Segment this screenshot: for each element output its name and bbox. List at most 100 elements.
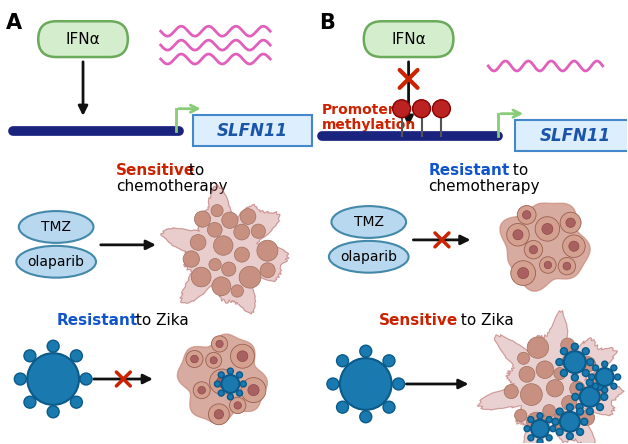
Circle shape	[413, 100, 430, 118]
Circle shape	[337, 355, 349, 367]
FancyBboxPatch shape	[38, 21, 128, 57]
Circle shape	[251, 224, 266, 238]
Circle shape	[563, 262, 571, 270]
Circle shape	[210, 357, 217, 364]
Circle shape	[528, 416, 534, 423]
Circle shape	[582, 369, 589, 377]
Circle shape	[216, 340, 223, 348]
Circle shape	[572, 393, 579, 400]
Circle shape	[615, 374, 620, 380]
Circle shape	[70, 396, 82, 408]
Circle shape	[558, 258, 576, 275]
Circle shape	[237, 351, 248, 361]
Circle shape	[383, 401, 395, 413]
Circle shape	[561, 396, 577, 411]
Circle shape	[24, 350, 36, 362]
Circle shape	[237, 372, 242, 378]
Text: to Zika: to Zika	[457, 313, 514, 329]
Circle shape	[507, 223, 529, 246]
Circle shape	[237, 390, 242, 396]
Text: SLFN11: SLFN11	[217, 122, 288, 139]
Circle shape	[194, 211, 210, 227]
Circle shape	[524, 241, 543, 259]
Text: Resistant: Resistant	[56, 313, 138, 329]
Circle shape	[212, 277, 231, 296]
Circle shape	[566, 404, 573, 411]
Circle shape	[546, 435, 552, 441]
Circle shape	[560, 412, 580, 432]
Text: to Zika: to Zika	[131, 313, 188, 329]
Text: olaparib: olaparib	[340, 250, 398, 264]
Circle shape	[521, 384, 543, 405]
Text: Resistant: Resistant	[428, 163, 510, 178]
Circle shape	[517, 352, 529, 365]
Circle shape	[524, 426, 530, 432]
Circle shape	[212, 336, 228, 352]
Circle shape	[587, 359, 593, 365]
Circle shape	[528, 435, 534, 441]
Circle shape	[581, 418, 588, 425]
Circle shape	[539, 257, 556, 274]
Circle shape	[208, 404, 229, 425]
Circle shape	[582, 348, 589, 355]
Circle shape	[234, 402, 241, 409]
Circle shape	[611, 383, 617, 389]
Circle shape	[531, 420, 549, 438]
Circle shape	[222, 262, 236, 276]
Polygon shape	[500, 203, 590, 291]
Circle shape	[527, 337, 549, 358]
Circle shape	[514, 409, 527, 421]
Circle shape	[602, 361, 608, 367]
Circle shape	[590, 389, 603, 401]
Circle shape	[206, 353, 222, 368]
Text: Sensitive: Sensitive	[379, 313, 458, 329]
Circle shape	[529, 246, 538, 254]
Polygon shape	[161, 185, 289, 314]
Circle shape	[543, 404, 556, 417]
FancyBboxPatch shape	[515, 119, 628, 151]
Text: B: B	[319, 13, 335, 33]
Circle shape	[248, 385, 259, 396]
Circle shape	[579, 410, 595, 425]
Circle shape	[192, 267, 211, 287]
Circle shape	[337, 401, 349, 413]
Circle shape	[227, 368, 234, 374]
Circle shape	[80, 373, 92, 385]
Circle shape	[576, 404, 583, 411]
Circle shape	[564, 351, 586, 373]
Circle shape	[210, 369, 235, 394]
Ellipse shape	[19, 211, 94, 243]
Circle shape	[576, 383, 583, 390]
Circle shape	[587, 408, 593, 415]
Polygon shape	[178, 334, 268, 424]
Circle shape	[257, 240, 278, 261]
Circle shape	[597, 383, 604, 390]
Circle shape	[596, 368, 614, 386]
Circle shape	[222, 212, 238, 228]
Circle shape	[577, 408, 583, 415]
Text: chemotherapy: chemotherapy	[428, 179, 540, 194]
Circle shape	[260, 263, 275, 278]
Text: to: to	[183, 163, 204, 178]
Ellipse shape	[332, 206, 406, 238]
Circle shape	[234, 247, 249, 262]
Circle shape	[219, 372, 224, 378]
Circle shape	[227, 394, 234, 400]
Circle shape	[360, 345, 372, 357]
Circle shape	[231, 285, 244, 297]
Circle shape	[535, 217, 560, 241]
Circle shape	[517, 268, 529, 279]
Circle shape	[207, 222, 222, 237]
Circle shape	[546, 380, 563, 397]
Circle shape	[214, 381, 220, 387]
Circle shape	[546, 416, 552, 423]
Circle shape	[241, 381, 246, 387]
Circle shape	[593, 365, 598, 371]
Circle shape	[27, 353, 79, 405]
Circle shape	[597, 404, 604, 411]
FancyBboxPatch shape	[193, 115, 312, 147]
Circle shape	[556, 408, 563, 415]
Text: olaparib: olaparib	[28, 255, 85, 269]
Circle shape	[209, 258, 221, 271]
Circle shape	[70, 350, 82, 362]
